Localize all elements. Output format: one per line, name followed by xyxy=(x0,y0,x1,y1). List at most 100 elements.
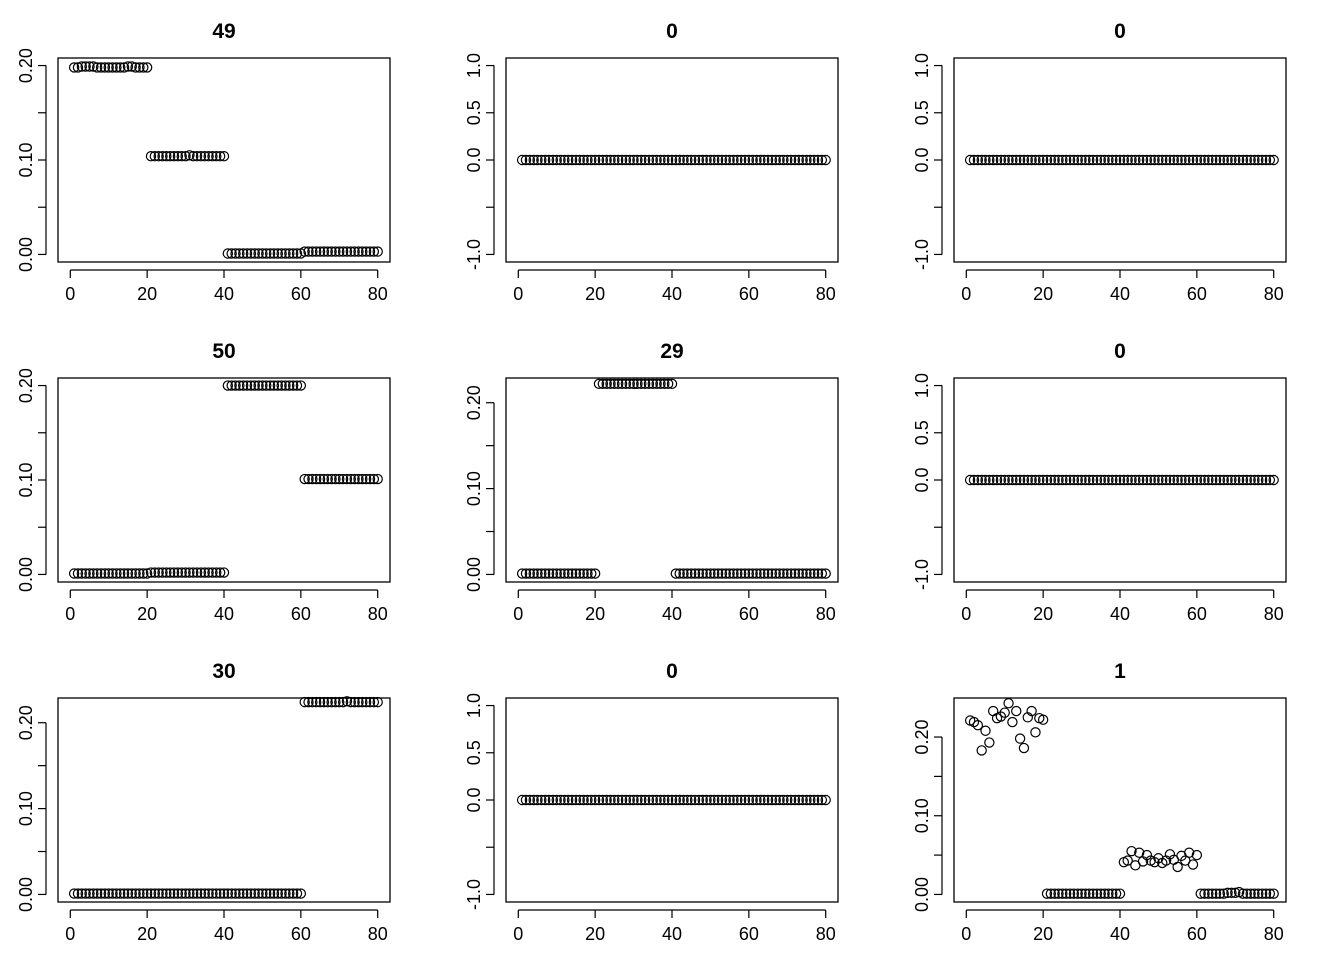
plot-title: 0 xyxy=(1114,20,1126,43)
data-point xyxy=(161,567,172,578)
data-point xyxy=(578,568,589,579)
data-point xyxy=(261,380,272,391)
data-point xyxy=(311,246,322,257)
data-point xyxy=(991,154,1003,166)
data-point xyxy=(601,794,612,806)
data-point xyxy=(732,794,743,806)
data-point xyxy=(674,154,685,166)
y-tick-label: 0.00 xyxy=(912,877,932,912)
data-point xyxy=(716,794,728,806)
data-point xyxy=(337,246,349,257)
data-point xyxy=(1011,474,1022,486)
data-point xyxy=(222,248,234,259)
data-point xyxy=(72,568,84,579)
data-point xyxy=(812,568,824,579)
data-point xyxy=(226,248,237,259)
data-point xyxy=(1037,474,1049,486)
data-point xyxy=(793,154,805,166)
y-tick-label: 0.20 xyxy=(16,368,36,403)
data-point xyxy=(280,888,291,899)
data-point xyxy=(820,154,831,166)
data-point xyxy=(559,568,570,579)
data-point xyxy=(1256,474,1268,486)
data-point xyxy=(686,154,697,166)
data-point xyxy=(578,794,589,806)
data-point xyxy=(547,154,559,166)
data-point xyxy=(1207,474,1218,486)
data-point xyxy=(141,888,153,899)
data-point xyxy=(624,794,635,806)
data-point xyxy=(747,794,758,806)
data-point xyxy=(1237,888,1249,899)
data-point xyxy=(755,794,766,806)
data-point xyxy=(609,154,620,166)
data-point xyxy=(1110,888,1122,899)
data-point xyxy=(991,474,1003,486)
data-point xyxy=(153,151,164,162)
data-point xyxy=(157,888,168,899)
y-tick-label: 0.00 xyxy=(16,237,36,272)
data-point xyxy=(789,568,801,579)
x-tick-label: 20 xyxy=(1033,604,1053,624)
data-point xyxy=(724,568,735,579)
x-tick-label: 0 xyxy=(65,924,75,944)
data-point xyxy=(91,62,103,73)
data-point xyxy=(207,567,218,578)
data-point xyxy=(1203,888,1214,899)
data-point xyxy=(330,473,341,485)
x-tick-label: 60 xyxy=(739,924,759,944)
data-point xyxy=(1049,154,1060,166)
data-point xyxy=(743,154,755,166)
data-point xyxy=(130,568,141,579)
data-point xyxy=(805,154,816,166)
data-point xyxy=(639,794,651,806)
data-point xyxy=(357,246,368,257)
x-tick-label: 60 xyxy=(1187,924,1207,944)
data-point xyxy=(1260,888,1272,899)
data-point xyxy=(739,154,751,166)
data-point xyxy=(1072,888,1083,899)
data-point xyxy=(191,151,203,162)
data-point xyxy=(357,696,368,708)
x-tick-label: 0 xyxy=(513,284,523,304)
data-point xyxy=(789,154,801,166)
data-point xyxy=(651,154,662,166)
data-point xyxy=(666,378,678,390)
data-point xyxy=(1168,474,1179,486)
data-point xyxy=(999,707,1010,718)
panel-6: 0 0 20 40 60 80 -1.0 0.0 0.5 1.0 xyxy=(896,320,1344,640)
data-point xyxy=(1180,154,1191,166)
data-point xyxy=(774,794,785,806)
data-point xyxy=(1137,154,1149,166)
data-point xyxy=(80,568,91,579)
data-point xyxy=(111,62,122,73)
data-point xyxy=(330,696,341,708)
data-point xyxy=(628,794,639,806)
data-point xyxy=(1099,474,1110,486)
data-point xyxy=(180,888,191,899)
data-point xyxy=(547,568,559,579)
data-point xyxy=(1034,474,1045,486)
x-tick-label: 20 xyxy=(1033,284,1053,304)
data-point xyxy=(586,794,597,806)
data-point xyxy=(812,794,824,806)
x-tick-label: 80 xyxy=(1264,604,1284,624)
data-point xyxy=(1126,154,1137,166)
data-point xyxy=(532,568,543,579)
data-point xyxy=(793,794,805,806)
data-point xyxy=(341,696,353,707)
data-point xyxy=(801,568,812,579)
data-point xyxy=(724,154,735,166)
data-point xyxy=(632,794,643,806)
data-point xyxy=(1141,154,1153,166)
data-point xyxy=(207,888,218,899)
plot-frame xyxy=(953,57,1287,263)
data-point xyxy=(678,154,689,166)
data-point xyxy=(180,151,191,162)
data-point xyxy=(543,154,555,166)
data-point xyxy=(1095,154,1106,166)
data-point xyxy=(705,568,716,579)
data-point xyxy=(1253,154,1264,166)
data-point xyxy=(670,568,682,579)
